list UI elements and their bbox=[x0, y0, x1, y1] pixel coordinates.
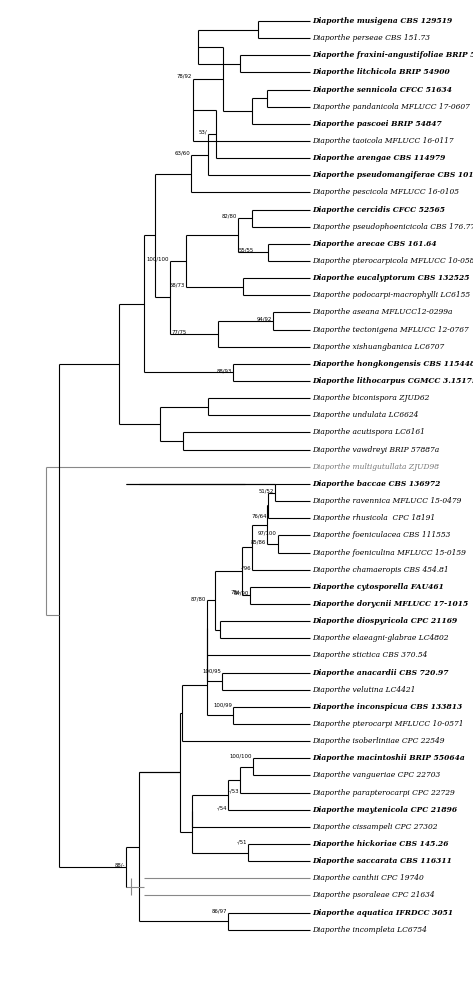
Text: Diaporthe pterocarpicola MFLUCC 10-0580a: Diaporthe pterocarpicola MFLUCC 10-0580a bbox=[312, 257, 474, 265]
Text: Diaporthe cissampeli CPC 27302: Diaporthe cissampeli CPC 27302 bbox=[312, 823, 438, 831]
Text: Diaporthe foeniculina MFLUCC 15-0159: Diaporthe foeniculina MFLUCC 15-0159 bbox=[312, 549, 466, 557]
Text: Diaporthe macintoshii BRIP 55064a: Diaporthe macintoshii BRIP 55064a bbox=[312, 754, 465, 762]
Text: Diaporthe diospyricola CPC 21169: Diaporthe diospyricola CPC 21169 bbox=[312, 617, 458, 626]
Text: 88/-: 88/- bbox=[114, 862, 125, 867]
Text: 63/60: 63/60 bbox=[174, 150, 190, 155]
Text: Diaporthe musigena CBS 129519: Diaporthe musigena CBS 129519 bbox=[312, 17, 453, 25]
Text: Diaporthe pseudophoenicicola CBS 176.77: Diaporthe pseudophoenicicola CBS 176.77 bbox=[312, 223, 474, 231]
Text: Diaporthe sennicola CFCC 51634: Diaporthe sennicola CFCC 51634 bbox=[312, 85, 453, 93]
Text: 100/100: 100/100 bbox=[147, 256, 169, 261]
Text: 100/95: 100/95 bbox=[202, 668, 221, 673]
Text: Diaporthe lithocarpus CGMCC 3.15175: Diaporthe lithocarpus CGMCC 3.15175 bbox=[312, 377, 474, 385]
Text: Diaporthe velutina LC4421: Diaporthe velutina LC4421 bbox=[312, 685, 416, 693]
Text: Diaporthe stictica CBS 370.54: Diaporthe stictica CBS 370.54 bbox=[312, 651, 428, 660]
Text: Diaporthe taoicola MFLUCC 16-0117: Diaporthe taoicola MFLUCC 16-0117 bbox=[312, 136, 454, 145]
Text: 78/92: 78/92 bbox=[177, 74, 192, 79]
Text: Diaporthe arengae CBS 114979: Diaporthe arengae CBS 114979 bbox=[312, 154, 446, 162]
Text: Diaporthe aquatica IFRDCC 3051: Diaporthe aquatica IFRDCC 3051 bbox=[312, 908, 454, 916]
Text: Diaporthe isoberliniiae CPC 22549: Diaporthe isoberliniiae CPC 22549 bbox=[312, 737, 445, 745]
Text: Diaporthe rhusicola  CPC 18191: Diaporthe rhusicola CPC 18191 bbox=[312, 515, 436, 522]
Text: Diaporthe foeniculacea CBS 111553: Diaporthe foeniculacea CBS 111553 bbox=[312, 531, 451, 539]
Text: Diaporthe pescicola MFLUCC 16-0105: Diaporthe pescicola MFLUCC 16-0105 bbox=[312, 189, 460, 196]
Text: Diaporthe multigutullata ZJUD98: Diaporthe multigutullata ZJUD98 bbox=[312, 463, 439, 470]
Text: Diaporthe arecae CBS 161.64: Diaporthe arecae CBS 161.64 bbox=[312, 240, 437, 247]
Text: 58/73: 58/73 bbox=[170, 282, 185, 288]
Text: Diaporthe eucalyptorum CBS 132525: Diaporthe eucalyptorum CBS 132525 bbox=[312, 274, 470, 282]
Text: 53/: 53/ bbox=[199, 130, 207, 135]
Text: 100/99: 100/99 bbox=[213, 702, 232, 707]
Text: 55/55: 55/55 bbox=[239, 248, 254, 253]
Text: Diaporthe pascoei BRIP 54847: Diaporthe pascoei BRIP 54847 bbox=[312, 120, 442, 128]
Text: 77/75: 77/75 bbox=[172, 329, 187, 335]
Text: Diaporthe dorycnii MFLUCC 17-1015: Diaporthe dorycnii MFLUCC 17-1015 bbox=[312, 600, 469, 608]
Text: Diaporthe elaeagni-glabrae LC4802: Diaporthe elaeagni-glabrae LC4802 bbox=[312, 634, 449, 642]
Text: Diaporthe fraxini-angustifoliae BRIP 54781: Diaporthe fraxini-angustifoliae BRIP 547… bbox=[312, 51, 474, 59]
Text: Diaporthe litchicola BRIP 54900: Diaporthe litchicola BRIP 54900 bbox=[312, 69, 450, 77]
Text: -/53: -/53 bbox=[228, 789, 239, 793]
Text: -/51: -/51 bbox=[237, 840, 247, 845]
Text: Diaporthe parapterocarpi CPC 22729: Diaporthe parapterocarpi CPC 22729 bbox=[312, 789, 456, 796]
Text: Diaporthe maytenicola CPC 21896: Diaporthe maytenicola CPC 21896 bbox=[312, 806, 458, 814]
Text: 86/97: 86/97 bbox=[212, 908, 227, 913]
Text: Diaporthe pterocarpi MFLUCC 10-0571: Diaporthe pterocarpi MFLUCC 10-0571 bbox=[312, 720, 464, 728]
Text: Diaporthe cercidis CFCC 52565: Diaporthe cercidis CFCC 52565 bbox=[312, 205, 446, 213]
Text: Diaporthe perseae CBS 151.73: Diaporthe perseae CBS 151.73 bbox=[312, 34, 430, 42]
Text: Diaporthe vawdreyi BRIP 57887a: Diaporthe vawdreyi BRIP 57887a bbox=[312, 446, 440, 454]
Text: 84/90: 84/90 bbox=[234, 591, 249, 596]
Text: Diaporthe podocarpi-macrophylli LC6155: Diaporthe podocarpi-macrophylli LC6155 bbox=[312, 292, 471, 300]
Text: 76/64: 76/64 bbox=[251, 514, 267, 518]
Text: Diaporthe anacardii CBS 720.97: Diaporthe anacardii CBS 720.97 bbox=[312, 669, 449, 677]
Text: 88/93: 88/93 bbox=[217, 368, 232, 373]
Text: 78/-: 78/- bbox=[230, 590, 241, 595]
Text: Diaporthe canthii CPC 19740: Diaporthe canthii CPC 19740 bbox=[312, 874, 424, 883]
Text: 51/52: 51/52 bbox=[258, 488, 274, 493]
Text: Diaporthe inconspicua CBS 133813: Diaporthe inconspicua CBS 133813 bbox=[312, 703, 463, 711]
Text: 87/80: 87/80 bbox=[191, 596, 206, 601]
Text: 100/100: 100/100 bbox=[229, 754, 252, 759]
Text: Diaporthe saccarata CBS 116311: Diaporthe saccarata CBS 116311 bbox=[312, 857, 452, 865]
Text: Diaporthe vangueriae CPC 22703: Diaporthe vangueriae CPC 22703 bbox=[312, 772, 441, 780]
Text: -/54: -/54 bbox=[217, 805, 227, 810]
Text: Diaporthe hongkongensis CBS 115448: Diaporthe hongkongensis CBS 115448 bbox=[312, 359, 474, 368]
Text: Diaporthe acutispora LC6161: Diaporthe acutispora LC6161 bbox=[312, 428, 426, 436]
Text: -/96: -/96 bbox=[240, 566, 251, 571]
Text: Diaporthe chamaeropis CBS 454.81: Diaporthe chamaeropis CBS 454.81 bbox=[312, 566, 449, 573]
Text: Diaporthe aseana MFLUCC12-0299a: Diaporthe aseana MFLUCC12-0299a bbox=[312, 308, 453, 316]
Text: Diaporthe undulata LC6624: Diaporthe undulata LC6624 bbox=[312, 411, 419, 419]
Text: Diaporthe pandanicola MFLUCC 17-0607: Diaporthe pandanicola MFLUCC 17-0607 bbox=[312, 103, 470, 111]
Text: Diaporthe xishuangbanica LC6707: Diaporthe xishuangbanica LC6707 bbox=[312, 343, 445, 351]
Text: Diaporthe hickoriae CBS 145.26: Diaporthe hickoriae CBS 145.26 bbox=[312, 840, 449, 848]
Text: Diaporthe incompleta LC6754: Diaporthe incompleta LC6754 bbox=[312, 926, 428, 934]
Text: Diaporthe pseudomangiferae CBS 101339: Diaporthe pseudomangiferae CBS 101339 bbox=[312, 171, 474, 180]
Text: Diaporthe biconispora ZJUD62: Diaporthe biconispora ZJUD62 bbox=[312, 394, 430, 403]
Text: 82/80: 82/80 bbox=[222, 214, 237, 219]
Text: Diaporthe cytosporella FAU461: Diaporthe cytosporella FAU461 bbox=[312, 583, 445, 591]
Text: 97/100: 97/100 bbox=[258, 531, 277, 536]
Text: 94/92: 94/92 bbox=[256, 316, 272, 321]
Text: Diaporthe baccae CBS 136972: Diaporthe baccae CBS 136972 bbox=[312, 480, 441, 488]
Text: Diaporthe psoraleae CPC 21634: Diaporthe psoraleae CPC 21634 bbox=[312, 892, 435, 900]
Text: 85/86: 85/86 bbox=[250, 539, 266, 544]
Text: Diaporthe tectonigena MFLUCC 12-0767: Diaporthe tectonigena MFLUCC 12-0767 bbox=[312, 326, 469, 334]
Text: Diaporthe ravennica MFLUCC 15-0479: Diaporthe ravennica MFLUCC 15-0479 bbox=[312, 497, 462, 505]
